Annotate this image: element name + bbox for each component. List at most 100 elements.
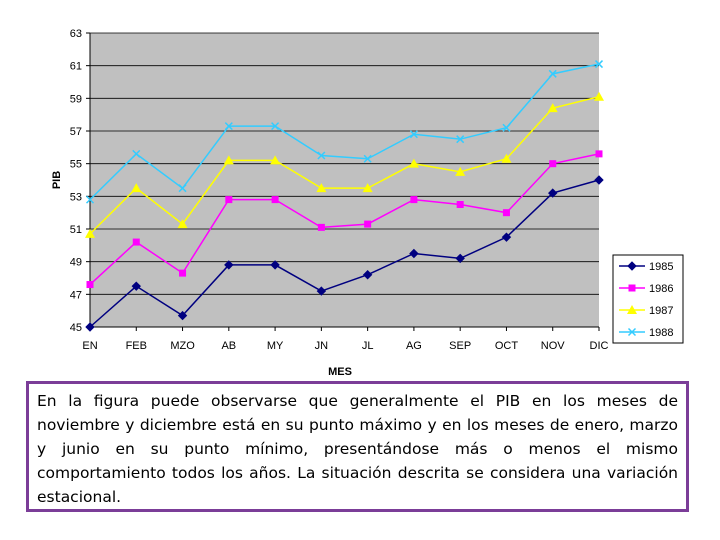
data-point (362, 183, 373, 193)
data-point (547, 103, 558, 113)
y-tick-label: 61 (70, 61, 82, 73)
y-axis-ticks: 45 47 49 51 53 55 57 59 61 63 (70, 28, 91, 334)
y-tick-label: 57 (70, 126, 82, 138)
series-1986 (86, 150, 603, 289)
legend-label: 1985 (649, 261, 673, 273)
legend-entry: 1987 (619, 305, 673, 317)
data-point (501, 153, 512, 163)
data-point (86, 281, 94, 289)
x-tick-label: SEP (449, 340, 471, 352)
data-point (595, 150, 603, 158)
gridlines (90, 32, 599, 328)
legend-entry: 1988 (619, 327, 673, 339)
series-1987 (85, 91, 604, 238)
data-point (132, 238, 140, 246)
y-tick-label: 63 (70, 28, 82, 40)
data-point (223, 155, 234, 165)
x-tick-label: JN (315, 340, 329, 352)
x-tick-label: JL (362, 340, 374, 352)
legend-entry: 1986 (619, 283, 673, 295)
data-point (271, 122, 280, 131)
data-point (627, 261, 637, 271)
x-tick-label: MZO (170, 340, 195, 352)
series-1985 (85, 175, 604, 332)
data-point (502, 209, 510, 217)
series-lines (85, 60, 604, 332)
y-tick-label: 55 (70, 159, 82, 171)
data-point (131, 281, 141, 291)
x-tick-label: AB (221, 340, 236, 352)
legend-label: 1986 (649, 283, 673, 295)
data-point (502, 123, 511, 132)
y-axis-title: PIB (51, 171, 63, 189)
legend-box (612, 254, 684, 344)
y-tick-label: 45 (70, 322, 82, 334)
x-tick-label: EN (82, 340, 97, 352)
data-point (317, 151, 326, 160)
data-point (85, 195, 95, 204)
caption-text: En la figura puede observarse que genera… (37, 392, 678, 506)
data-point (594, 91, 604, 101)
series-line (89, 179, 600, 328)
series-1988 (85, 60, 604, 204)
data-point (408, 158, 419, 168)
data-point (456, 201, 464, 208)
data-point (628, 284, 636, 292)
plot-area (90, 33, 599, 327)
data-point (455, 253, 465, 264)
legend: 1985 1986 1987 1988 (612, 254, 684, 344)
legend-label: 1987 (649, 305, 673, 317)
data-point (316, 183, 327, 193)
x-tick-label: MY (267, 340, 284, 352)
data-point (270, 260, 280, 270)
series-line (89, 153, 600, 286)
data-point (131, 183, 142, 193)
y-tick-label: 51 (70, 224, 82, 236)
x-tick-label: NOV (541, 340, 566, 352)
data-point (85, 322, 95, 332)
data-point (363, 154, 372, 163)
data-point (224, 260, 234, 270)
data-point (364, 220, 372, 228)
data-point (85, 228, 95, 238)
data-point (627, 305, 637, 314)
data-point (178, 184, 187, 193)
line-chart: 45 47 49 51 53 55 57 59 61 63 EN FEB MZO AB MY JN JL AG S… (51, 28, 684, 378)
y-tick-label: 53 (70, 191, 82, 203)
data-point (271, 196, 279, 204)
data-point (456, 135, 465, 144)
y-tick-label: 47 (70, 289, 82, 301)
legend-entry: 1985 (619, 261, 673, 273)
data-point (362, 270, 373, 280)
x-tick-label: AG (406, 340, 422, 352)
x-tick-label: DIC (590, 340, 609, 352)
data-point (317, 223, 325, 231)
data-point (225, 196, 233, 204)
data-point (594, 175, 604, 185)
y-tick-label: 59 (70, 93, 82, 105)
data-point (594, 60, 604, 69)
data-point (179, 269, 187, 277)
data-point (270, 155, 281, 165)
data-point (224, 122, 233, 131)
caption-box: En la figura puede observarse que genera… (26, 381, 689, 512)
data-point (549, 160, 557, 168)
x-axis-title: MES (328, 366, 352, 378)
legend-label: 1988 (649, 327, 673, 339)
series-line (89, 95, 600, 235)
data-point (501, 232, 512, 242)
data-point (409, 248, 419, 259)
data-point (548, 188, 558, 198)
x-tick-label: OCT (495, 340, 519, 352)
x-axis-ticks: EN FEB MZO AB MY JN JL AG SEP OCT NOV DIC (82, 326, 609, 352)
data-point (548, 69, 557, 78)
x-tick-label: FEB (126, 340, 147, 352)
data-point (177, 219, 188, 229)
data-point (410, 196, 418, 204)
data-point (409, 130, 418, 139)
data-point (132, 149, 141, 158)
data-point (627, 327, 637, 337)
data-point (177, 310, 188, 321)
data-point (455, 166, 466, 176)
series-line (89, 63, 600, 201)
